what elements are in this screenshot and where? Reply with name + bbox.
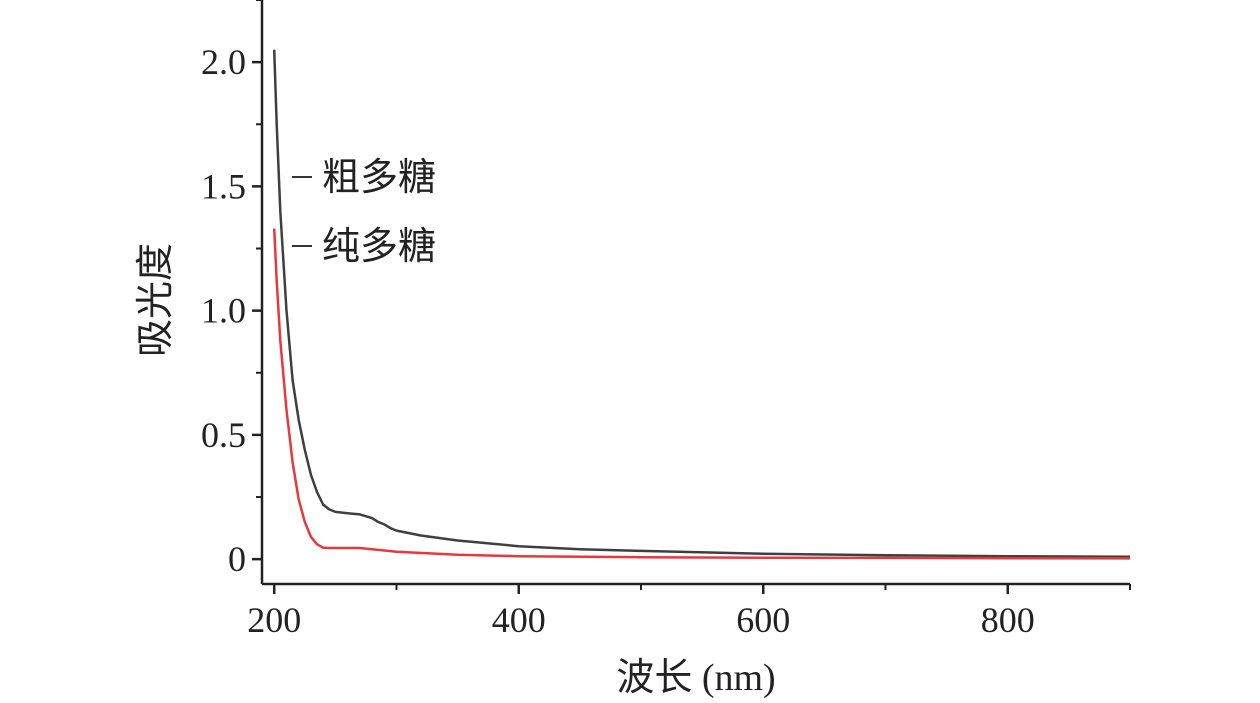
y-tick-label: 1.5 (201, 166, 246, 206)
x-tick-label: 400 (492, 600, 546, 640)
y-tick-label: 2.0 (201, 42, 246, 82)
y-tick-label: 1.0 (201, 291, 246, 331)
series-line-2 (272, 228, 1131, 560)
y-tick-label: 0 (228, 539, 246, 579)
legend-label-1: 粗多糖 (322, 157, 436, 199)
x-tick-label: 200 (247, 600, 301, 640)
x-axis-title: 波长 (nm) (616, 657, 775, 699)
x-tick-label: 800 (981, 600, 1035, 640)
y-tick-label: 0.5 (201, 415, 246, 455)
series-line-1 (272, 49, 1131, 558)
series-layer (272, 49, 1131, 560)
axes: 200 400 600 800 0 0.5 1.0 1.5 2.0 (201, 0, 1131, 640)
y-axis-title: 吸光度 (135, 243, 177, 357)
x-tick-label: 600 (736, 600, 790, 640)
legend-label-2: 纯多糖 (322, 226, 436, 268)
